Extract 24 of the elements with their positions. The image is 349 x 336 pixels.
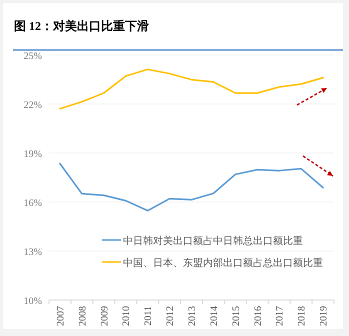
y-tick-label: 16% — [24, 198, 42, 209]
y-tick-label: 22% — [24, 100, 42, 111]
line-series — [59, 162, 324, 212]
x-tick-label: 2018 — [296, 306, 308, 326]
y-tick-label: 19% — [24, 149, 42, 160]
x-tick-label: 2019 — [318, 306, 330, 326]
y-tick-label: 10% — [24, 296, 42, 307]
x-tick-label: 2010 — [121, 306, 132, 326]
chart-title: 图 12：对美出口比重下滑 — [14, 19, 149, 33]
y-tick-label: 25% — [24, 51, 42, 62]
y-tick-label: 13% — [24, 247, 42, 258]
x-tick-label: 2017 — [274, 306, 286, 326]
legend-label: 中国、日本、东盟内部出口额占总出口额比重 — [123, 257, 323, 269]
x-tick-label: 2012 — [165, 306, 176, 326]
x-tick-label: 2014 — [208, 306, 220, 326]
x-tick-label: 2008 — [77, 306, 88, 326]
x-tick-label: 2007 — [55, 306, 66, 326]
x-tick-label: 2009 — [99, 306, 110, 326]
x-tick-label: 2015 — [230, 306, 242, 326]
x-tick-label: 2013 — [187, 306, 198, 326]
x-tick-label: 2011 — [143, 306, 154, 326]
line-series — [59, 68, 324, 110]
legend-label: 中日韩对美出口额占中日韩总出口额比重 — [123, 235, 303, 247]
x-tick-label: 2016 — [252, 306, 264, 326]
